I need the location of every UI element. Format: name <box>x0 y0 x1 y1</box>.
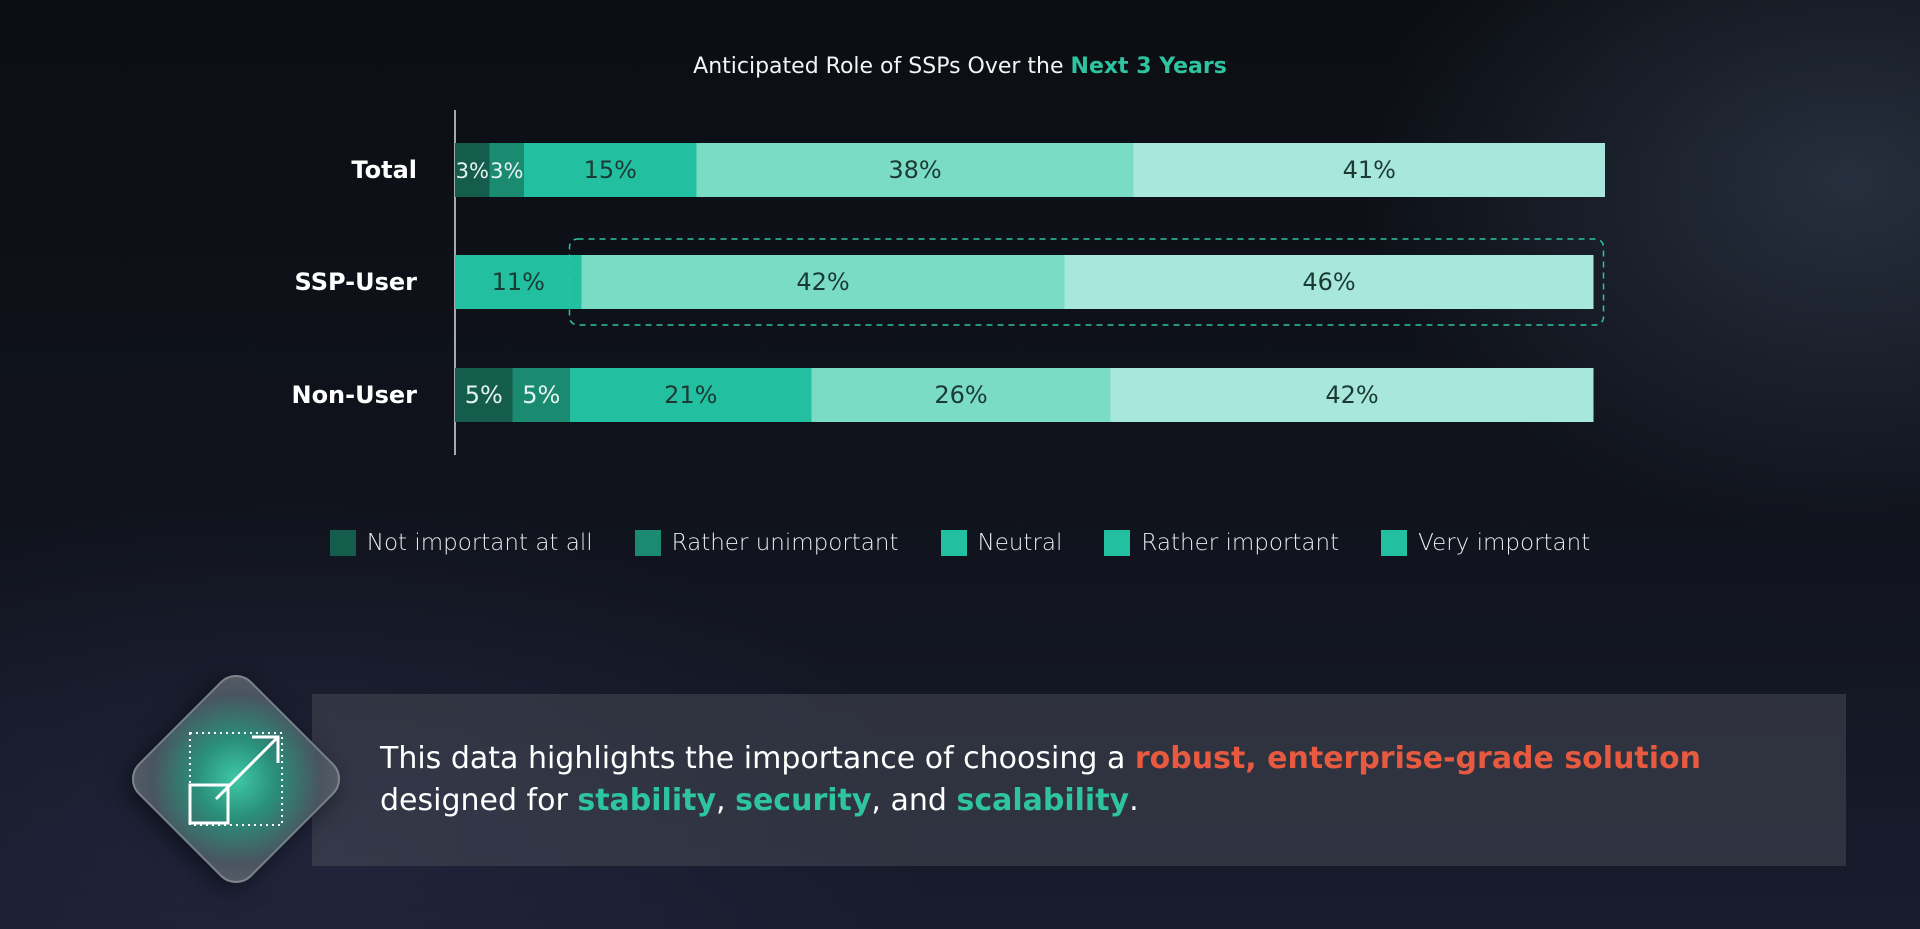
legend-swatch <box>1104 530 1131 556</box>
callout-text-before: This data highlights the importance of c… <box>380 741 1135 776</box>
bar-segment <box>455 255 582 309</box>
legend-label: Rather unimportant <box>671 530 899 556</box>
data-label: 42% <box>1325 381 1378 409</box>
bar-segment <box>696 143 1134 197</box>
bar-segment <box>512 368 570 422</box>
category-label: SSP-User <box>294 268 417 296</box>
legend-item: Not important at all <box>329 530 593 556</box>
bar-segment <box>811 368 1111 422</box>
data-label: 42% <box>796 268 849 296</box>
callout-text-middle: designed for <box>380 783 578 818</box>
data-label: 3% <box>490 159 523 183</box>
bar-segment <box>581 255 1065 309</box>
highlight-outline <box>568 238 1605 326</box>
chart-legend: Not important at all Rather unimportant Ne… <box>0 530 1920 556</box>
category-label: Total <box>351 156 417 184</box>
bar-segment <box>1064 255 1594 309</box>
data-label: 5% <box>465 381 503 409</box>
data-label: 15% <box>584 156 637 184</box>
callout-text-end: . <box>1129 783 1139 818</box>
legend-item: Rather unimportant <box>634 530 899 556</box>
legend-label: Not important at all <box>366 530 593 556</box>
category-label: Non-User <box>291 381 417 409</box>
callout-highlight-solution: robust, enterprise-grade solution <box>1134 741 1702 776</box>
callout-text: This data highlights the importance of c… <box>380 738 1820 822</box>
callout-highlight-security: security <box>735 783 872 818</box>
chart-title-highlight: Next 3 Years <box>1070 54 1227 79</box>
legend-swatch <box>634 530 661 556</box>
data-label: 26% <box>934 381 987 409</box>
data-label: 5% <box>522 381 560 409</box>
bar-segment <box>1133 143 1605 197</box>
callout-sep-2: , and <box>871 783 957 818</box>
callout-highlight-scalability: scalability <box>956 783 1130 818</box>
data-label: 11% <box>492 268 545 296</box>
data-label: 38% <box>888 156 941 184</box>
data-label: 46% <box>1302 268 1355 296</box>
bar-segment <box>455 368 513 422</box>
legend-swatch <box>1381 530 1408 556</box>
legend-item: Rather important <box>1104 530 1339 556</box>
chart-title: Anticipated Role of SSPs Over the Next 3… <box>0 54 1920 79</box>
legend-label: Very important <box>1418 530 1591 556</box>
callout-sep-1: , <box>716 783 736 818</box>
bar-segment <box>455 143 490 197</box>
bar-segment <box>1110 368 1594 422</box>
callout-icon-badge <box>120 663 352 895</box>
legend-item: Neutral <box>940 530 1063 556</box>
callout-panel <box>312 694 1846 866</box>
bar-segment <box>524 143 697 197</box>
bar-segment <box>570 368 812 422</box>
expand-arrow-icon <box>188 732 283 826</box>
legend-item: Very important <box>1381 530 1590 556</box>
callout-highlight-stability: stability <box>577 783 717 818</box>
data-label: 41% <box>1343 156 1396 184</box>
bar-segment <box>489 143 524 197</box>
data-label: 21% <box>664 381 717 409</box>
chart-title-main: Anticipated Role of SSPs Over the <box>693 54 1071 79</box>
data-label: 3% <box>456 159 489 183</box>
stacked-bar-chart: Total 3% 3% 15% 38% 41% SSP-User 11% 42% 46% Non-U… <box>291 110 1605 455</box>
legend-label: Rather important <box>1141 530 1340 556</box>
legend-label: Neutral <box>977 530 1063 556</box>
legend-swatch <box>940 530 967 556</box>
legend-swatch <box>329 530 356 556</box>
